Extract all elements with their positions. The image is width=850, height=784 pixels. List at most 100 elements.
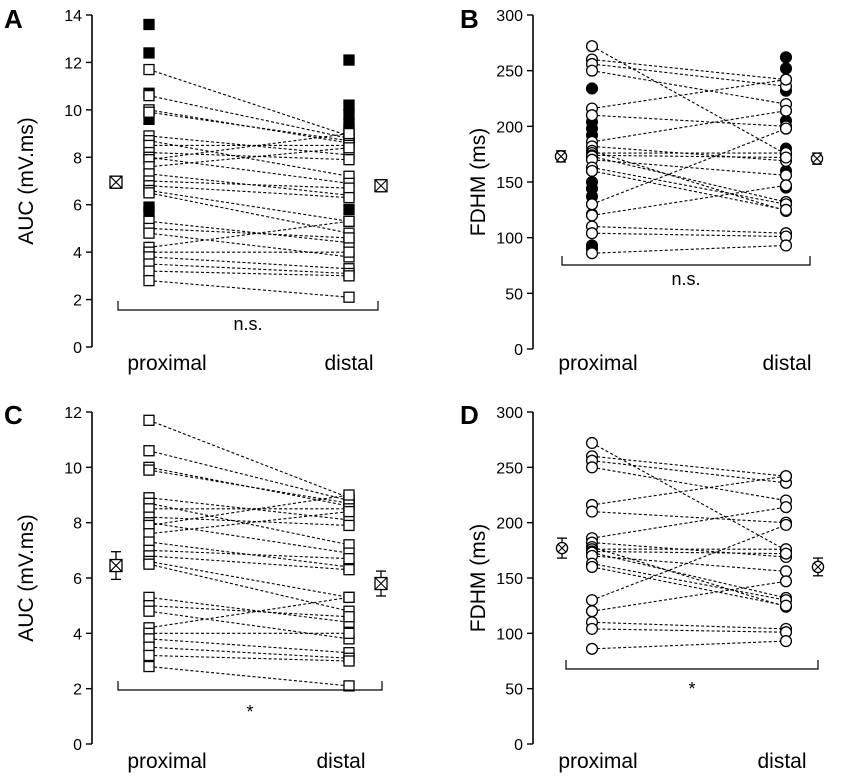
data-point xyxy=(585,40,599,53)
data-point xyxy=(779,73,793,86)
data-point xyxy=(585,594,599,607)
pair-line xyxy=(591,542,787,558)
data-point xyxy=(585,605,599,618)
y-tick-label: 50 xyxy=(505,682,523,699)
data-point xyxy=(585,642,599,655)
pair-line xyxy=(591,154,787,159)
y-tick-label: 200 xyxy=(496,119,523,136)
pair-line xyxy=(148,516,350,526)
y-tick-label: 2 xyxy=(73,682,82,699)
y-tick-label: 0 xyxy=(514,737,523,754)
data-point xyxy=(585,164,599,177)
significance-label: * xyxy=(688,679,695,699)
data-point xyxy=(585,227,599,240)
pair-line xyxy=(148,220,350,248)
panel-c: C 0 2 4 6 8 10 12 AUC (mV.ms) proximal distal * xyxy=(4,400,388,773)
mean-cross-distal xyxy=(374,179,388,193)
y-tick-label: 300 xyxy=(496,405,523,422)
data-point xyxy=(343,127,355,140)
y-tick-label: 0 xyxy=(73,340,82,357)
data-point xyxy=(779,151,793,164)
mean-cross-distal xyxy=(813,562,823,572)
data-point xyxy=(585,505,599,518)
x-category-label-proximal: proximal xyxy=(127,750,206,773)
data-point xyxy=(143,106,155,118)
pair-line xyxy=(591,170,787,211)
data-point xyxy=(585,461,599,474)
pair-line xyxy=(148,180,350,189)
data-point xyxy=(343,232,355,244)
data-point xyxy=(585,198,599,211)
panel-d: D 0 50 100 150 200 250 300 FDHM (ms) proximal dist… xyxy=(460,400,825,773)
pair-line xyxy=(591,79,787,110)
pair-line xyxy=(591,511,787,524)
data-point xyxy=(343,142,355,154)
pair-line xyxy=(148,151,350,161)
pair-line xyxy=(591,442,787,551)
pair-line xyxy=(148,147,350,168)
x-category-label-proximal: proximal xyxy=(558,750,637,773)
data-point-filled xyxy=(779,62,793,75)
y-tick-label: 8 xyxy=(73,516,82,533)
mean-cross-distal xyxy=(812,154,822,163)
panel-label: C xyxy=(4,400,23,430)
data-point xyxy=(143,649,155,662)
pair-line xyxy=(591,63,787,87)
data-point xyxy=(343,680,355,692)
data-point xyxy=(585,247,599,260)
pair-line xyxy=(591,244,787,254)
pair-line xyxy=(148,189,350,222)
data-point xyxy=(343,270,355,282)
pair-line xyxy=(148,280,350,298)
data-point xyxy=(343,519,355,532)
data-point xyxy=(779,470,793,483)
data-point-filled xyxy=(343,54,355,66)
pair-line xyxy=(148,450,350,502)
pair-line xyxy=(148,605,350,618)
y-tick-label: 100 xyxy=(496,231,523,248)
pair-line xyxy=(148,140,350,177)
pair-line xyxy=(591,566,787,607)
pair-line xyxy=(591,552,787,599)
y-tick-label: 100 xyxy=(496,626,523,643)
y-tick-label: 300 xyxy=(496,8,523,25)
data-point xyxy=(343,182,355,194)
pair-line xyxy=(591,621,787,630)
significance-bracket xyxy=(117,301,379,311)
y-tick-label: 0 xyxy=(514,342,523,359)
data-point xyxy=(343,489,355,501)
data-point xyxy=(585,209,599,222)
pair-line xyxy=(591,550,787,555)
data-point xyxy=(585,560,599,573)
pair-line xyxy=(148,469,350,504)
pair-line xyxy=(591,455,787,477)
y-tick-label: 10 xyxy=(64,103,82,120)
data-point xyxy=(779,547,793,560)
pair-line xyxy=(148,665,350,687)
data-point xyxy=(779,501,793,514)
x-category-label-proximal: proximal xyxy=(558,352,637,375)
pair-line xyxy=(148,185,350,199)
data-point-filled xyxy=(143,47,155,59)
pair-line xyxy=(591,58,787,81)
panel-b: B 0 50 100 150 200 250 300 FDHM (ms) proximal dist… xyxy=(460,4,824,375)
significance-bracket xyxy=(117,681,383,691)
pair-line xyxy=(148,494,350,526)
data-point xyxy=(343,191,355,204)
y-tick-label: 2 xyxy=(73,293,82,310)
pair-line xyxy=(148,466,350,507)
significance-label: n.s. xyxy=(233,314,262,334)
pair-line xyxy=(591,150,787,212)
pair-line xyxy=(591,184,787,216)
pair-line xyxy=(591,225,787,234)
data-point xyxy=(343,505,355,518)
data-point xyxy=(143,445,155,457)
mean-cross-distal xyxy=(374,577,388,590)
pair-line xyxy=(148,263,350,275)
x-category-label-distal: distal xyxy=(324,352,373,375)
data-point xyxy=(143,274,155,287)
data-point xyxy=(343,627,355,639)
pair-line xyxy=(148,69,350,137)
data-point xyxy=(779,635,793,648)
data-point xyxy=(143,187,155,199)
